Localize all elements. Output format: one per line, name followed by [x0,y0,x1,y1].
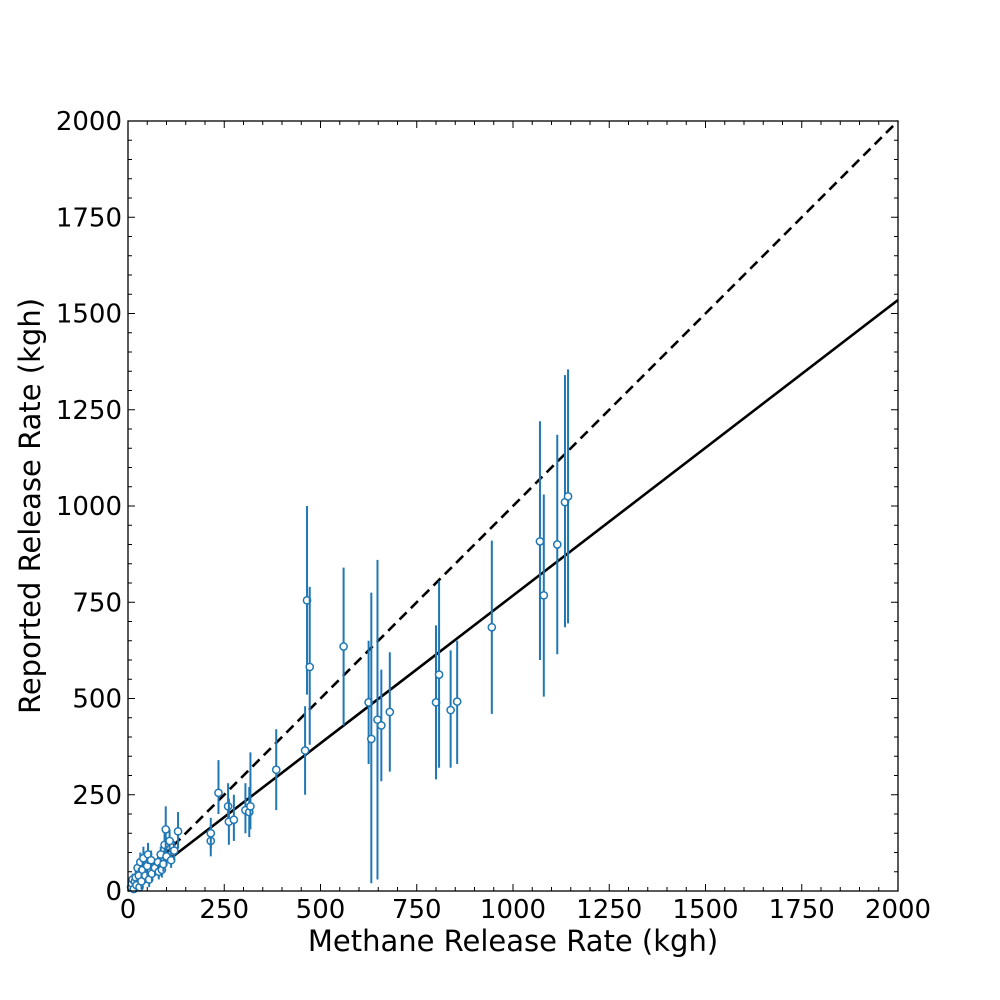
x-tick-label: 250 [199,895,249,925]
data-point [305,662,315,672]
data-point [214,788,223,798]
x-tick-label: 2000 [865,895,931,925]
data-point [376,721,386,730]
data-point [146,855,156,865]
fit-line [127,298,899,893]
data-point [173,826,183,836]
data-point [300,746,310,755]
y-tick-label: 1500 [56,300,122,330]
parity-line [127,120,899,892]
x-tick-label: 1750 [769,895,835,925]
y-tick-label: 1750 [56,203,122,233]
data-points [126,369,573,894]
y-tick-label: 2000 [56,107,122,137]
y-tick-label: 0 [105,877,122,907]
data-point [169,846,179,855]
x-tick-label: 1500 [672,895,738,925]
y-tick-label: 500 [72,685,122,715]
data-point [452,697,462,706]
data-point [366,734,376,744]
data-point [339,642,348,651]
reference-lines [127,120,899,893]
plot-frame [127,120,899,892]
data-point [206,828,216,838]
x-tick-label: 750 [392,895,442,925]
data-point [535,537,545,546]
data-point [246,801,255,811]
tick-labels: 0 250 500 750 1000 1250 1500 1750 2000 0 250 500 750… [56,107,931,925]
data-point [165,836,174,846]
x-tick-label: 1000 [480,895,546,925]
data-point [552,540,562,549]
x-axis-title: Methane Release Rate (kgh) [308,924,718,958]
y-tick-label: 750 [72,588,122,618]
data-point [229,815,239,825]
x-tick-label: 500 [296,895,346,925]
data-point [539,590,549,600]
data-point [446,705,455,715]
y-tick-label: 1250 [56,396,122,426]
data-point [563,492,573,501]
x-tick-label: 0 [120,895,137,925]
data-point [271,765,281,775]
y-tick-label: 250 [72,781,122,811]
x-tick-label: 1250 [576,895,642,925]
data-point [487,622,497,632]
y-axis-title: Reported Release Rate (kgh) [13,298,47,714]
y-tick-label: 1000 [56,492,122,522]
data-point [161,825,171,834]
data-point [434,670,444,679]
data-point [385,707,395,717]
